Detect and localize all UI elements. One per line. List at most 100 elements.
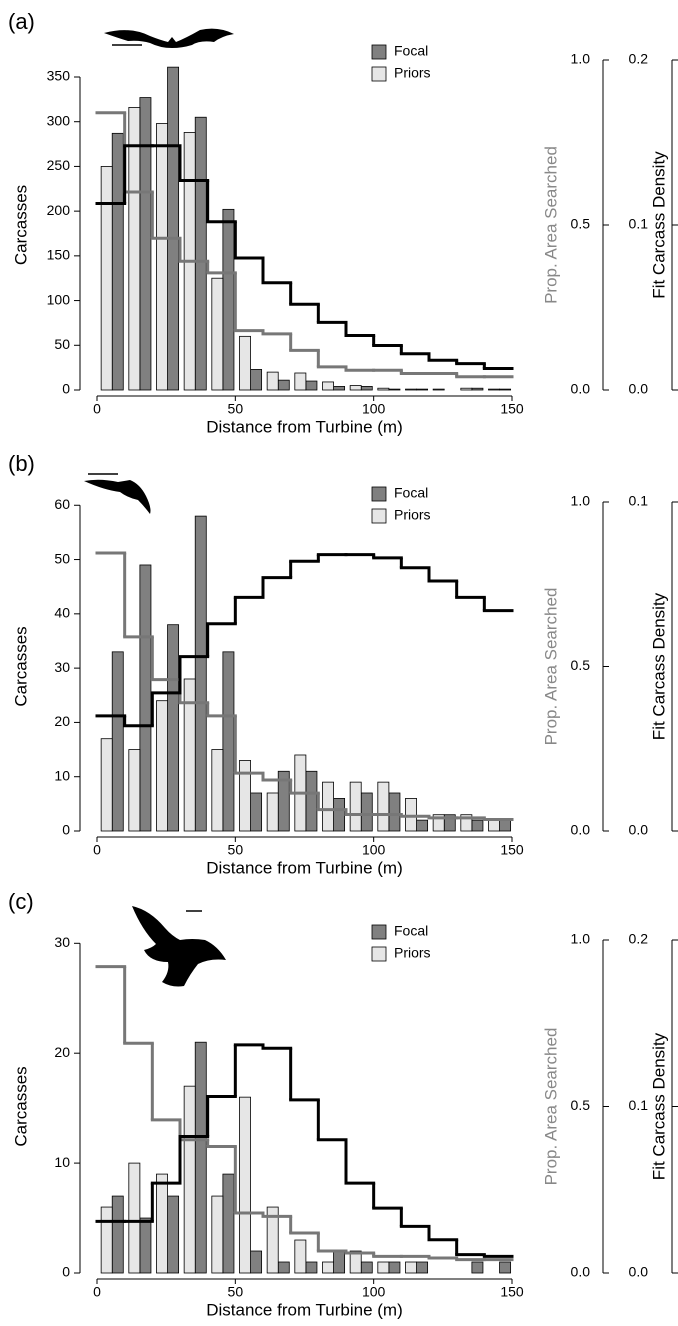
bar — [416, 819, 429, 832]
bar — [322, 381, 334, 391]
bar — [250, 1250, 263, 1274]
bar — [388, 792, 401, 832]
x-tick-label: 0 — [93, 842, 101, 858]
x-axis-title: Distance from Turbine (m) — [206, 417, 403, 436]
bar — [322, 1261, 334, 1274]
bar — [432, 814, 445, 832]
legend-swatch — [371, 66, 387, 82]
y3-tick-label: 0.1 — [629, 493, 649, 509]
y2-axis-title: Prop. Area Searched — [541, 1028, 560, 1186]
y-axis-title: Carcasses — [11, 1066, 30, 1146]
bar — [156, 700, 168, 832]
bar — [266, 1206, 279, 1274]
bar — [239, 760, 251, 832]
y-tick-label: 100 — [47, 291, 71, 307]
bar — [360, 1261, 373, 1274]
bar — [250, 369, 263, 391]
bar — [139, 97, 152, 391]
legend-swatch — [371, 946, 387, 962]
y2-tick-label: 1.0 — [571, 493, 591, 509]
panel-label: (c) — [8, 889, 34, 914]
y-tick-label: 30 — [54, 659, 70, 675]
bar — [222, 208, 235, 391]
y2-tick-label: 1.0 — [571, 51, 591, 67]
x-tick-label: 50 — [228, 401, 244, 417]
bar — [405, 1261, 417, 1274]
legend-label: Focal — [394, 485, 428, 501]
y-tick-label: 150 — [47, 247, 71, 263]
bar — [111, 651, 124, 832]
bar — [128, 1162, 141, 1274]
bar — [499, 819, 512, 832]
bar — [416, 388, 429, 391]
y-tick-label: 30 — [54, 934, 70, 950]
bar — [333, 386, 346, 391]
bar — [488, 819, 500, 832]
bar — [266, 792, 279, 832]
bar — [222, 1173, 235, 1274]
bar — [100, 1206, 113, 1274]
bar — [183, 1085, 196, 1274]
bar — [100, 738, 113, 832]
legend-label: Focal — [394, 43, 428, 59]
y3-tick-label: 0.0 — [629, 381, 649, 397]
y-tick-label: 350 — [47, 68, 71, 84]
bar — [139, 1217, 152, 1274]
bar — [305, 770, 318, 832]
y-tick-label: 60 — [54, 496, 70, 512]
x-tick-label: 50 — [228, 842, 244, 858]
bar — [167, 66, 180, 391]
bar — [156, 1173, 168, 1274]
y3-tick-label: 0.2 — [629, 931, 649, 947]
y-tick-label: 50 — [54, 550, 70, 566]
bar — [471, 819, 484, 832]
x-tick-label: 100 — [362, 1284, 386, 1300]
y2-tick-label: 0.0 — [571, 822, 591, 838]
bar — [266, 371, 279, 391]
bar — [167, 1195, 180, 1274]
bar — [305, 1261, 318, 1274]
y3-axis-title: Fit Carcass Density — [649, 1032, 668, 1180]
x-tick-label: 150 — [500, 1284, 524, 1300]
bar — [333, 798, 346, 832]
bar — [360, 386, 373, 391]
x-tick-label: 100 — [362, 842, 386, 858]
bar — [239, 1096, 251, 1274]
bar — [360, 792, 373, 832]
legend-swatch — [371, 44, 387, 60]
y-tick-label: 20 — [54, 713, 70, 729]
x-tick-label: 0 — [93, 1284, 101, 1300]
legend-swatch — [371, 508, 387, 524]
legend-swatch — [371, 924, 387, 940]
bar — [194, 116, 207, 391]
bar — [194, 515, 207, 832]
bar — [460, 814, 473, 832]
bar — [405, 388, 417, 391]
y-tick-label: 250 — [47, 157, 71, 173]
y2-tick-label: 0.5 — [571, 657, 591, 673]
y3-axis-title: Fit Carcass Density — [649, 592, 668, 740]
legend-label: Priors — [394, 945, 431, 961]
panel: (b) 0 10 20 30 40 50 60 Carcasses 0 50 100 150 Distan… — [8, 451, 678, 877]
bar — [432, 388, 445, 391]
y2-tick-label: 0.0 — [571, 1264, 591, 1280]
y-tick-label: 0 — [62, 1264, 70, 1280]
bar — [388, 388, 401, 391]
y-tick-label: 10 — [54, 1154, 70, 1170]
bar — [139, 564, 152, 832]
x-tick-label: 100 — [362, 401, 386, 417]
bar — [167, 624, 180, 832]
y-tick-label: 40 — [54, 605, 70, 621]
y2-tick-label: 0.0 — [571, 381, 591, 397]
bar — [499, 388, 512, 391]
y-tick-label: 300 — [47, 112, 71, 128]
y3-axis-title: Fit Carcass Density — [649, 151, 668, 299]
panel: (c) 0 10 20 30 Carcasses 0 50 100 150 Distance fro… — [8, 889, 678, 1319]
x-tick-label: 50 — [228, 1284, 244, 1300]
bird-silhouette — [84, 473, 151, 514]
bar — [349, 781, 362, 832]
y2-axis-title: Prop. Area Searched — [541, 146, 560, 304]
eagle-silhouette — [132, 906, 226, 987]
bar — [488, 388, 500, 391]
